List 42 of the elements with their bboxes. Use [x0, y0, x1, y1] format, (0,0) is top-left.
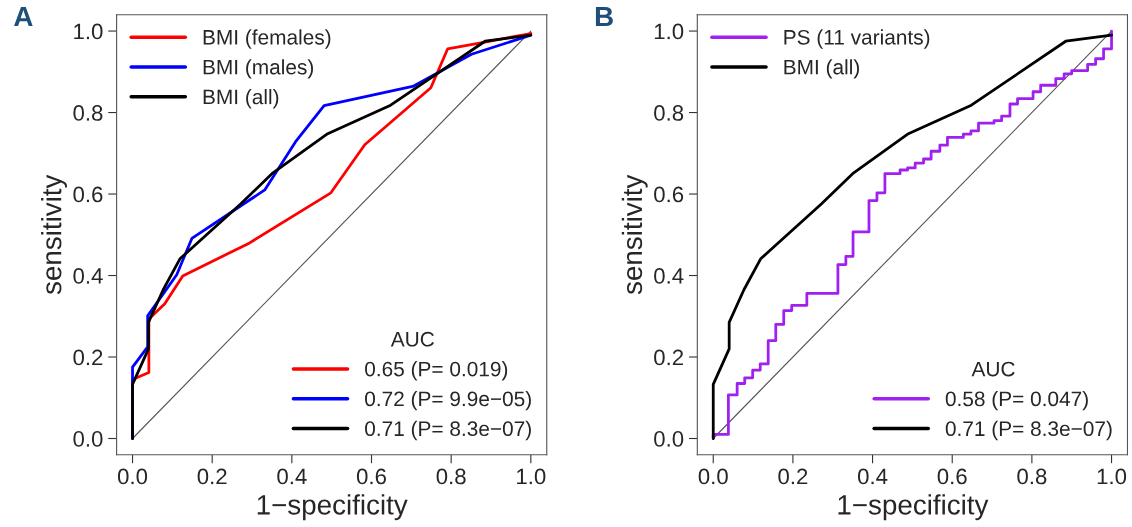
- y-tick-label: 0.2: [654, 349, 683, 366]
- x-tick-label: 0.2: [778, 468, 808, 485]
- annotation: 0.71 (P= 8.3e−07): [945, 420, 1112, 441]
- annotation: 0.72 (P= 9.9e−05): [365, 390, 531, 411]
- x-tick-label: 0.0: [698, 468, 728, 485]
- y-tick-label: 0.8: [73, 105, 103, 121]
- y-tick-label: 1.0: [74, 23, 103, 40]
- legend-title: AUC: [971, 361, 1015, 377]
- x-tick-label: 0.2: [197, 468, 227, 485]
- x-tick-label: 0.4: [857, 468, 888, 485]
- y-tick-label: 0.4: [73, 268, 103, 284]
- y-tick-label: 0.8: [654, 105, 684, 121]
- annotation: 0.71 (P= 8.3e−07): [365, 420, 531, 441]
- chart-title: B: [595, 6, 613, 27]
- y-axis-title: sensitivity: [621, 174, 648, 295]
- x-tick-label: 0.6: [356, 468, 386, 485]
- y-tick-label: 0.0: [73, 431, 103, 447]
- x-axis-title: 1−specificity: [257, 494, 408, 521]
- y-tick-label: 0.2: [73, 349, 103, 366]
- legend-title: AUC: [390, 331, 434, 347]
- x-tick-label: 1.0: [517, 468, 546, 485]
- y-axis-title: sensitivity: [41, 174, 67, 295]
- x-tick-label: 0.8: [1017, 468, 1047, 485]
- annotation: 0.65 (P= 0.019): [365, 361, 508, 381]
- y-tick-label: 0.4: [654, 268, 684, 284]
- x-tick-label: 0.4: [277, 468, 307, 485]
- legend-label: BMI (females): [203, 29, 331, 49]
- x-tick-label: 1.0: [1097, 468, 1127, 485]
- y-tick-label: 1.0: [654, 23, 684, 40]
- x-tick-label: 0.6: [937, 468, 967, 485]
- x-tick-label: 0.0: [117, 468, 148, 485]
- x-tick-label: 0.8: [436, 468, 466, 485]
- y-tick-label: 0.6: [73, 186, 103, 203]
- legend-label: PS (11 variants): [784, 29, 930, 49]
- y-tick-label: 0.6: [654, 186, 684, 203]
- legend-label: BMI (males): [203, 59, 313, 79]
- chart-title: A: [14, 6, 33, 27]
- annotation: 0.58 (P= 0.047): [945, 390, 1088, 411]
- legend-label: BMI (all): [203, 89, 279, 109]
- x-axis-title: 1−specificity: [838, 494, 989, 521]
- legend-label: BMI (all): [784, 59, 859, 79]
- y-tick-label: 0.0: [654, 431, 684, 447]
